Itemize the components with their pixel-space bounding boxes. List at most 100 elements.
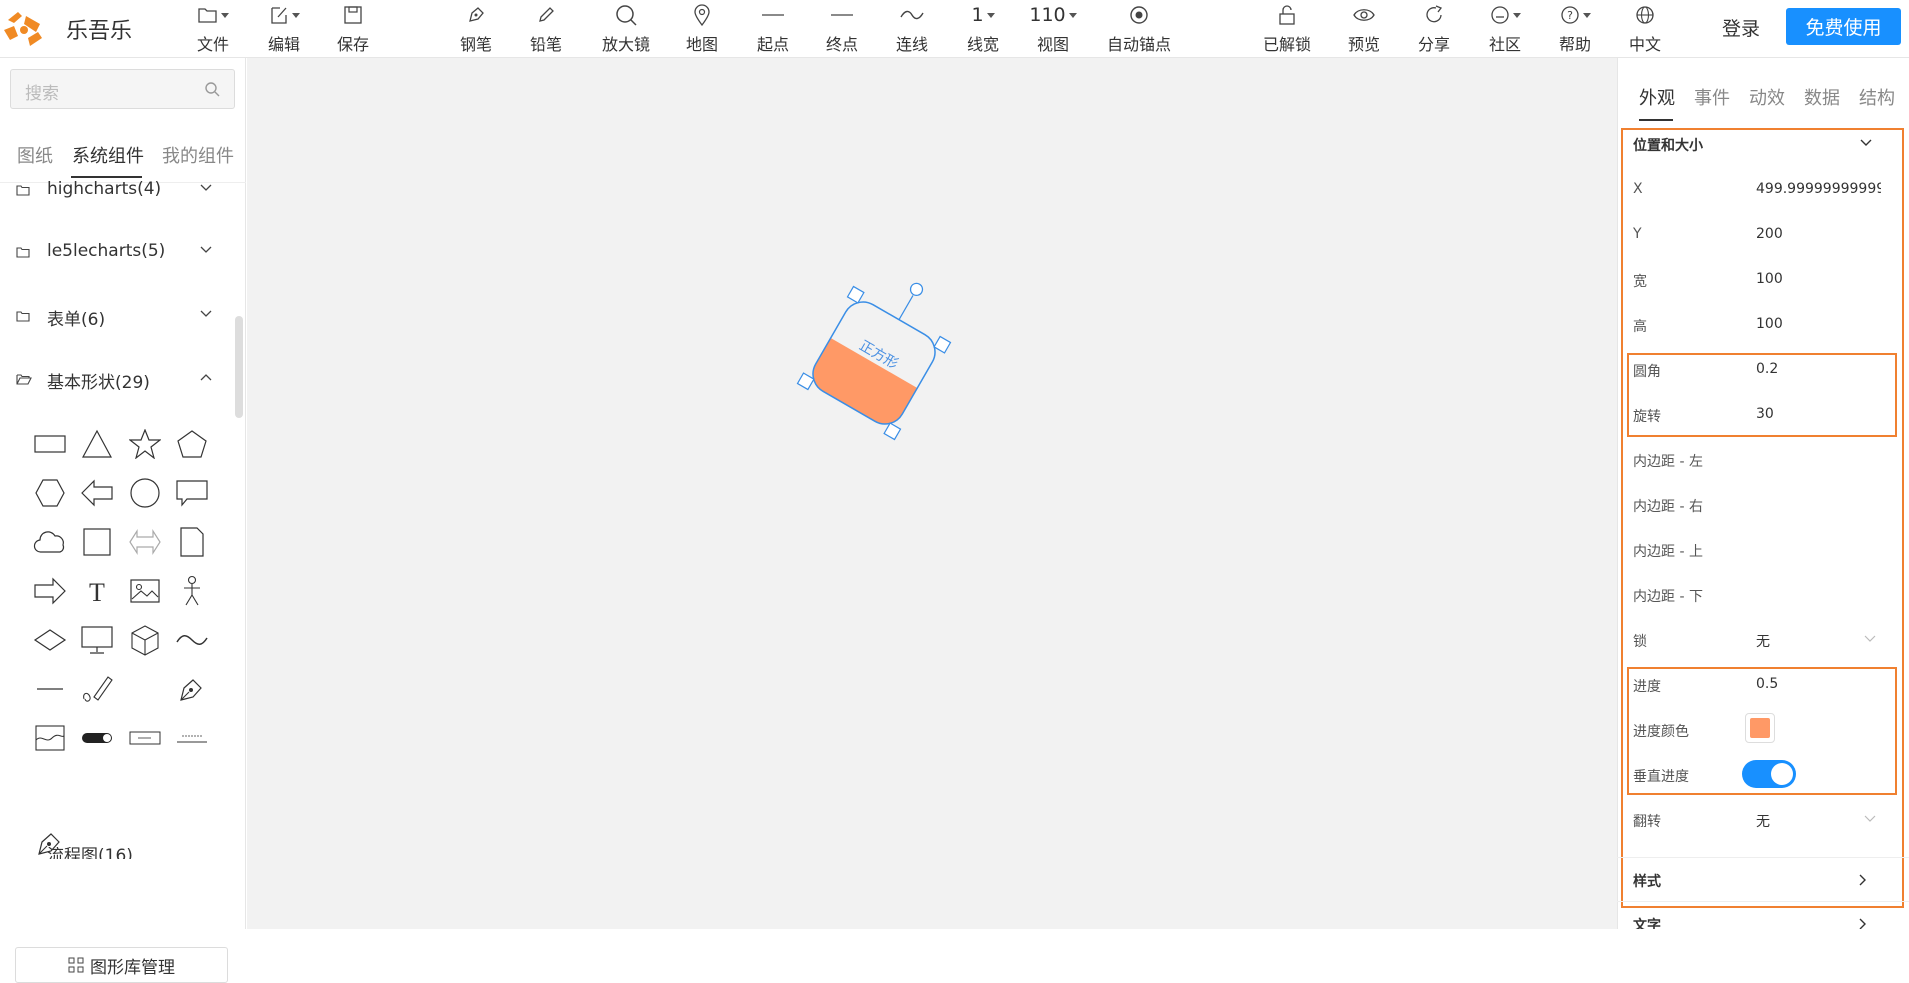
prop-y-input[interactable]: 200 — [1756, 226, 1783, 242]
tab-data[interactable]: 数据 — [1804, 88, 1840, 109]
prop-x-label: X — [1633, 181, 1643, 197]
shape-circle[interactable] — [128, 476, 162, 510]
tab-drawings[interactable]: 图纸 — [17, 146, 53, 167]
shape-area-chart[interactable] — [33, 721, 67, 755]
prop-lock-select[interactable]: 无 — [1756, 634, 1770, 650]
group-forms[interactable]: 表单(6) — [0, 303, 230, 333]
resize-handle-top-left[interactable] — [846, 285, 865, 304]
line-width-select[interactable]: 1 线宽 — [966, 4, 999, 54]
grid-icon — [68, 957, 84, 973]
tab-my-components[interactable]: 我的组件 — [162, 146, 234, 167]
shape-cloud[interactable] — [33, 525, 67, 559]
unlock-toggle[interactable]: 已解锁 — [1257, 0, 1317, 58]
prop-width-input[interactable]: 100 — [1756, 271, 1783, 287]
tab-animation[interactable]: 动效 — [1749, 88, 1785, 109]
magnifier-tool[interactable]: 放大镜 — [594, 0, 658, 58]
pencil-tool[interactable]: 铅笔 — [516, 0, 576, 58]
prop-progress-input[interactable]: 0.5 — [1756, 676, 1779, 692]
prop-pad-top-input[interactable] — [1756, 541, 1881, 559]
vertical-progress-toggle[interactable] — [1742, 760, 1796, 788]
shape-rectangle[interactable] — [33, 427, 67, 461]
shape-text[interactable]: T — [80, 574, 114, 608]
help-menu[interactable]: ? 帮助 — [1545, 0, 1605, 58]
pen-tool[interactable]: 钢笔 — [446, 0, 506, 58]
section-style[interactable]: 样式 — [1617, 857, 1909, 901]
prop-pad-left-input[interactable] — [1756, 451, 1881, 469]
prop-rotate-input[interactable]: 30 — [1756, 406, 1774, 422]
auto-anchor-toggle[interactable]: 自动锚点 — [1099, 0, 1179, 58]
shape-pen-variant[interactable] — [33, 826, 67, 860]
shape-pen-tool[interactable] — [175, 672, 209, 706]
smile-icon — [1490, 6, 1509, 24]
map-tool[interactable]: 地图 — [672, 0, 732, 58]
active-tab-underline — [71, 176, 142, 178]
shape-text-line[interactable] — [175, 721, 209, 755]
file-menu[interactable]: 文件 — [183, 0, 243, 58]
resize-handle-top-right[interactable] — [933, 335, 952, 354]
shape-left-arrow[interactable] — [80, 476, 114, 510]
prop-radius-input[interactable]: 0.2 — [1756, 361, 1779, 377]
prop-x-input[interactable]: 499.99999999999 — [1756, 181, 1881, 197]
shape-wave[interactable] — [175, 623, 209, 657]
group-flowchart[interactable]: 流程图(16) — [47, 847, 133, 859]
tab-appearance[interactable]: 外观 — [1639, 88, 1675, 109]
login-link[interactable]: 登录 — [1722, 18, 1761, 40]
prop-height-input[interactable]: 100 — [1756, 316, 1783, 332]
prop-flip-select[interactable]: 无 — [1756, 814, 1770, 830]
tab-system-components[interactable]: 系统组件 — [72, 146, 144, 167]
chevron-down-icon[interactable] — [1859, 138, 1873, 148]
save-button[interactable]: 保存 — [323, 0, 383, 58]
selected-square-shape[interactable]: 正方形 — [796, 256, 968, 441]
group-basic-shapes[interactable]: 基本形状(29) — [0, 366, 230, 396]
group-le5lecharts[interactable]: le5lecharts(5) — [0, 239, 230, 269]
start-point-tool[interactable]: 起点 — [743, 0, 803, 58]
shape-monitor[interactable] — [80, 623, 114, 657]
left-scrollbar[interactable] — [235, 316, 243, 418]
section-text[interactable]: 文字 — [1617, 901, 1909, 929]
resize-handle-bottom-right[interactable] — [883, 422, 902, 441]
shape-pentagon[interactable] — [175, 427, 209, 461]
resize-handle-bottom-left[interactable] — [796, 372, 815, 391]
search-icon[interactable] — [204, 81, 220, 101]
shape-line[interactable] — [33, 672, 67, 706]
shape-triangle[interactable] — [80, 427, 114, 461]
tab-structure[interactable]: 结构 — [1859, 88, 1895, 109]
free-use-button[interactable]: 免费使用 — [1786, 8, 1901, 45]
language-select[interactable]: 中文 — [1615, 0, 1675, 58]
rotate-handle[interactable] — [908, 281, 924, 297]
end-point-tool[interactable]: 终点 — [812, 0, 872, 58]
shape-image[interactable] — [128, 574, 162, 608]
shape-double-arrow[interactable] — [128, 525, 162, 559]
shape-input-box[interactable] — [128, 721, 162, 755]
share-button[interactable]: 分享 — [1404, 0, 1464, 58]
community-menu[interactable]: 社区 — [1475, 0, 1535, 58]
shape-star[interactable] — [128, 427, 162, 461]
view-zoom-select[interactable]: 110 视图 — [1023, 0, 1083, 58]
shape-square[interactable] — [80, 525, 114, 559]
shape-document[interactable] — [175, 525, 209, 559]
shape-toggle-switch[interactable] — [80, 721, 114, 755]
prop-pad-right-input[interactable] — [1756, 496, 1881, 514]
preview-button[interactable]: 预览 — [1334, 0, 1394, 58]
edit-menu[interactable]: 编辑 — [254, 0, 314, 58]
prop-progress-color-label: 进度颜色 — [1633, 724, 1689, 740]
search-input[interactable]: 搜索 — [10, 69, 235, 109]
tab-events[interactable]: 事件 — [1694, 88, 1730, 109]
shape-pencil-draw[interactable] — [80, 672, 114, 706]
canvas-svg: 正方形 — [796, 256, 968, 441]
group-highcharts[interactable]: highcharts(4) — [0, 177, 230, 207]
section-position-size[interactable]: 位置和大小 — [1633, 138, 1703, 154]
shape-diamond[interactable] — [33, 623, 67, 657]
prop-pad-bottom-input[interactable] — [1756, 586, 1881, 604]
drawing-canvas[interactable]: 正方形 — [247, 58, 1617, 929]
connector-tool[interactable]: 连线 — [882, 0, 942, 58]
progress-color-picker[interactable] — [1745, 713, 1775, 743]
shape-right-arrow[interactable] — [33, 574, 67, 608]
library-manage-button[interactable]: 图形库管理 — [15, 947, 228, 983]
chevron-down-icon[interactable] — [1864, 815, 1876, 823]
chevron-down-icon[interactable] — [1864, 635, 1876, 643]
shape-hexagon[interactable] — [33, 476, 67, 510]
shape-cube[interactable] — [128, 623, 162, 657]
shape-person[interactable] — [175, 574, 209, 608]
shape-speech-bubble[interactable] — [175, 476, 209, 510]
